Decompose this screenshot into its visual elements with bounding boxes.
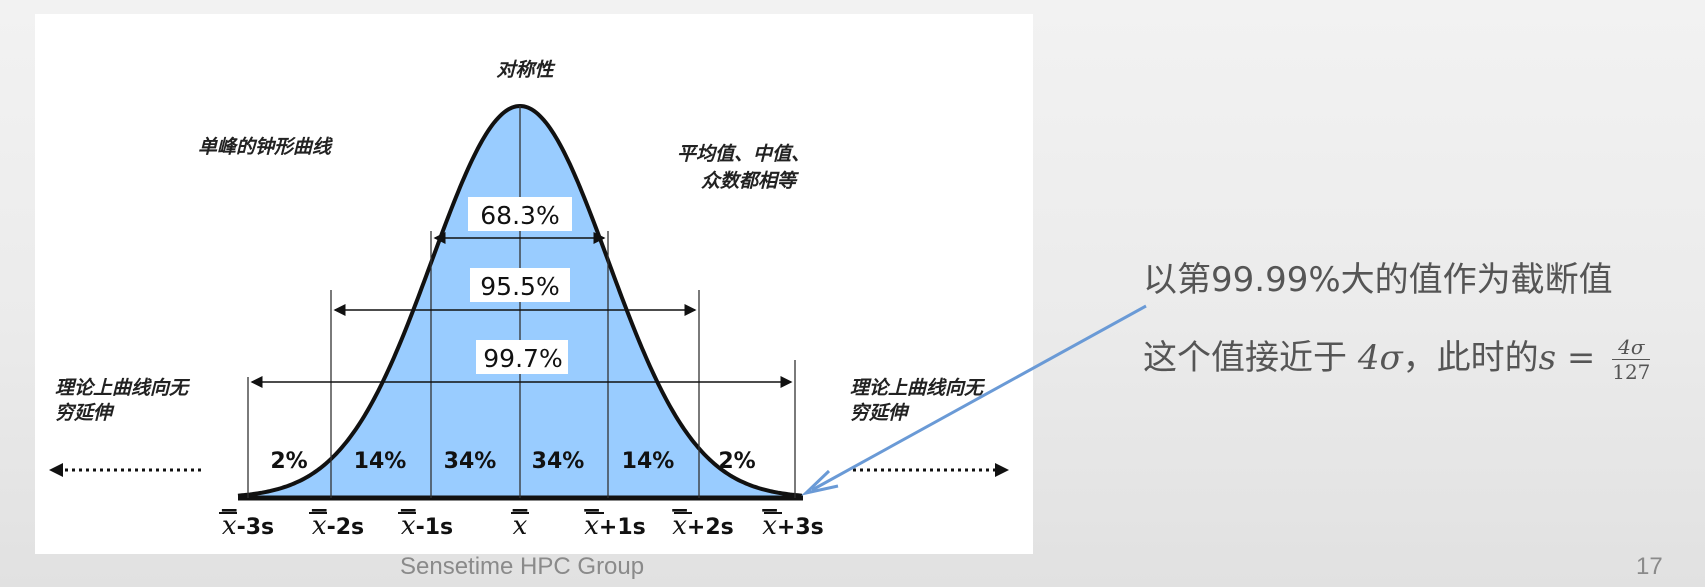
page-number: 17 <box>1636 553 1663 580</box>
x-bar-symbol: x <box>762 511 777 541</box>
tick-suffix: -3s <box>237 515 275 540</box>
equals-sign: = <box>1556 338 1607 378</box>
cutoff-note-text: 以第99.99%大的值作为截断值 <box>1143 260 1613 300</box>
axis-tick-label-7: x+3s <box>762 511 824 541</box>
axis-tick-label-4: x <box>513 511 528 541</box>
axis-tick-label-1: x-3s <box>222 511 274 541</box>
scale-fraction: 4σ 127 <box>1612 335 1651 384</box>
fraction-denominator: 127 <box>1612 360 1651 384</box>
pointer-arrowhead <box>801 469 839 496</box>
tail-right-label-1: 理论上曲线向无 <box>850 377 986 399</box>
symmetry-label: 对称性 <box>496 59 556 81</box>
tail-left-label-1: 理论上曲线向无 <box>55 377 191 399</box>
x-bar-symbol: x <box>672 511 687 541</box>
axis-tick-label-5: x+1s <box>584 511 646 541</box>
footer-group-name: Sensetime HPC Group <box>400 553 645 580</box>
region-pct-3: 34% <box>444 449 497 474</box>
tick-suffix: +1s <box>599 515 646 540</box>
x-bar-symbol: x <box>222 511 237 541</box>
scale-var-s: s <box>1538 338 1557 378</box>
bell-curve-diagram: 68.3% 95.5% 99.7% 2% 14% 34% 34% 14% 2% … <box>49 59 1009 541</box>
tail-left-label-2: 穷延伸 <box>55 402 115 424</box>
four-sigma-math: 4σ <box>1357 338 1403 378</box>
tick-suffix: +2s <box>687 515 734 540</box>
pointer-arrow <box>811 304 1147 492</box>
region-pct-1: 2% <box>270 449 307 474</box>
scale-note-line2: 这个值接近于 4σ，此时的s = 4σ 127 <box>1143 330 1651 384</box>
normal-distribution-figure: 68.3% 95.5% 99.7% 2% 14% 34% 34% 14% 2% … <box>35 14 1033 554</box>
interval-68-box <box>468 197 572 231</box>
mean-median-mode-label-1: 平均值、中值、 <box>677 143 810 165</box>
region-pct-5: 14% <box>622 449 675 474</box>
left-infinity-arrow <box>49 463 202 477</box>
axis-tick-label-6: x+2s <box>672 511 734 541</box>
x-bar-symbol: x <box>513 511 528 541</box>
interval-95-box <box>470 268 570 302</box>
interval-99-label: 99.7% <box>483 344 562 373</box>
tick-suffix: -1s <box>416 515 454 540</box>
x-bar-symbol: x <box>584 511 599 541</box>
interval-99-box <box>476 340 568 374</box>
x-bar-symbol: x <box>401 511 416 541</box>
x-axis-labels: x-3s x-2s x-1s x x+1s x+2s x+3s <box>219 511 824 541</box>
interval-68-label: 68.3% <box>480 201 559 230</box>
tick-suffix: -2s <box>327 515 365 540</box>
tail-right-label-2: 穷延伸 <box>850 402 910 424</box>
cutoff-note-line1: 以第99.99%大的值作为截断值 <box>1143 252 1613 301</box>
scale-note-mid: ，此时的 <box>1402 338 1539 378</box>
region-pct-6: 2% <box>718 449 755 474</box>
right-infinity-arrow <box>853 463 1009 477</box>
sigma-lines <box>247 106 796 498</box>
fraction-numerator: 4σ <box>1612 335 1651 360</box>
x-bar-symbol: x <box>312 511 327 541</box>
scale-note-prefix: 这个值接近于 <box>1143 338 1347 378</box>
interval-95-label: 95.5% <box>480 272 559 301</box>
axis-tick-label-2: x-2s <box>312 511 364 541</box>
mean-median-mode-label-2: 众数都相等 <box>701 170 800 192</box>
tick-suffix: +3s <box>777 515 824 540</box>
unimodal-label: 单峰的钟形曲线 <box>198 136 333 158</box>
region-pct-2: 14% <box>354 449 407 474</box>
region-pct-4: 34% <box>532 449 585 474</box>
axis-tick-label-3: x-1s <box>401 511 453 541</box>
